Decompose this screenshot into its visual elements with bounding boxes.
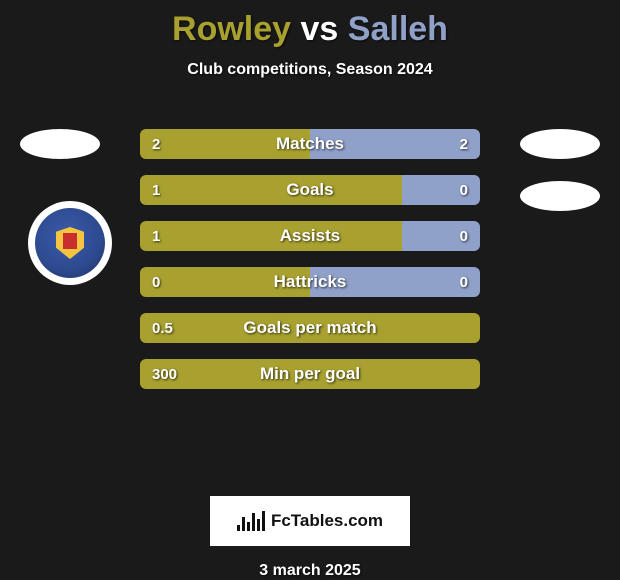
- comparison-infographic: Rowley vs Salleh Club competitions, Seas…: [0, 0, 620, 580]
- title-vs: vs: [301, 10, 339, 48]
- stat-bar-left: [140, 267, 310, 297]
- brand-chart-icon: [237, 511, 265, 531]
- stat-bar-left: [140, 129, 310, 159]
- player-right-badge-placeholder-2: [520, 181, 600, 211]
- subtitle: Club competitions, Season 2024: [187, 61, 432, 79]
- stat-bar-left: [140, 359, 480, 389]
- brand-box: FcTables.com: [210, 496, 410, 546]
- club-crest-icon: [35, 208, 105, 278]
- stat-row: Min per goal300: [140, 359, 480, 389]
- stat-bar-right: [310, 267, 480, 297]
- stat-bar-left: [140, 313, 480, 343]
- stat-row: Matches22: [140, 129, 480, 159]
- stat-row: Goals10: [140, 175, 480, 205]
- comparison-bars: Matches22 Goals10 Assists10 Hattricks00 Goal…: [140, 129, 480, 405]
- stat-row: Hattricks00: [140, 267, 480, 297]
- shield-icon: [56, 227, 84, 259]
- title-player-right: Salleh: [348, 10, 448, 48]
- stat-row: Goals per match0.5: [140, 313, 480, 343]
- stat-bar-left: [140, 221, 402, 251]
- stat-bar-right: [402, 175, 480, 205]
- stat-bar-right: [402, 221, 480, 251]
- brand-text: FcTables.com: [271, 511, 383, 531]
- player-left-badge-placeholder: [20, 129, 100, 159]
- content-area: Matches22 Goals10 Assists10 Hattricks00 Goal…: [0, 109, 620, 484]
- stat-bar-right: [310, 129, 480, 159]
- title-player-left: Rowley: [172, 10, 291, 48]
- stat-bar-left: [140, 175, 402, 205]
- footer-date: 3 march 2025: [259, 562, 360, 580]
- page-title: Rowley vs Salleh: [172, 10, 448, 49]
- club-logo: [28, 201, 112, 285]
- player-right-badge-placeholder-1: [520, 129, 600, 159]
- stat-row: Assists10: [140, 221, 480, 251]
